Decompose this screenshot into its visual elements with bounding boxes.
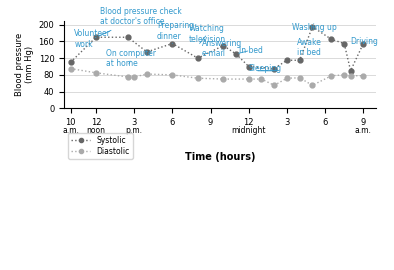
Text: midnight: midnight [232,126,266,135]
Text: Sleeping: Sleeping [249,64,282,73]
Text: Preparing
dinner: Preparing dinner [157,21,194,43]
Y-axis label: Blood pressure
(mm Hg): Blood pressure (mm Hg) [15,33,34,96]
Legend: Systolic, Diastolic: Systolic, Diastolic [68,133,132,159]
Text: In bed: In bed [238,46,262,55]
Text: noon: noon [87,126,106,135]
Text: On computer
at home: On computer at home [106,49,156,68]
Text: a.m.: a.m. [62,126,79,135]
Text: Volunteer
work: Volunteer work [74,29,111,49]
Text: Awake
in bed: Awake in bed [297,38,322,60]
Text: p.m.: p.m. [126,126,143,135]
X-axis label: Time (hours): Time (hours) [185,152,255,162]
Text: a.m.: a.m. [355,126,372,135]
Text: Answering
e-mail: Answering e-mail [202,39,242,58]
Text: Blood pressure check
at doctor's office: Blood pressure check at doctor's office [98,7,182,36]
Text: Watching
television: Watching television [189,24,226,43]
Text: Washing up: Washing up [292,23,337,32]
Text: Driving: Driving [351,38,379,46]
